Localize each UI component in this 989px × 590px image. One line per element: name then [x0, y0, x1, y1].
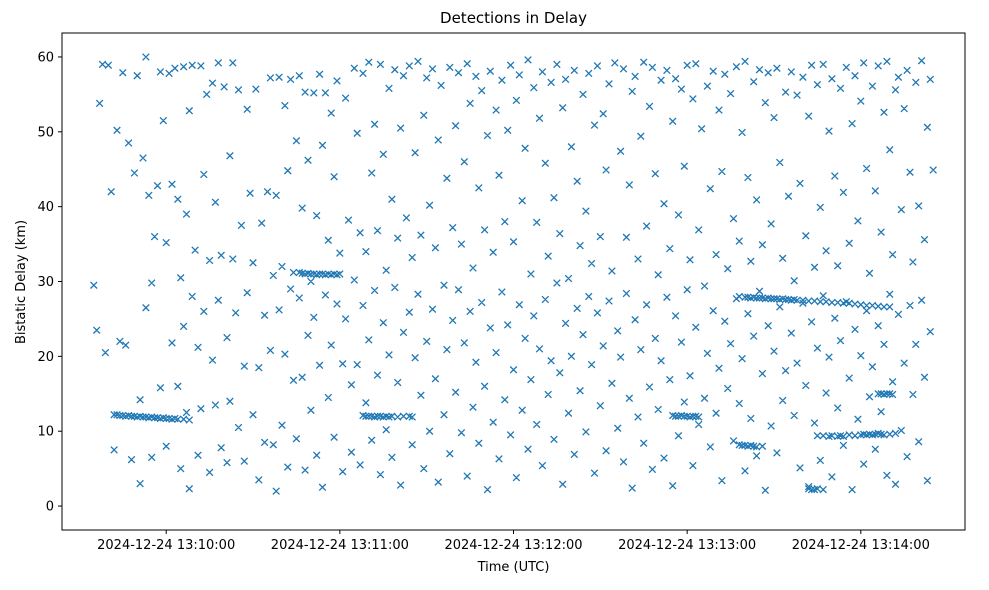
x-tick-label: 2024-12-24 13:12:00 [444, 538, 582, 553]
x-tick-label: 2024-12-24 13:13:00 [618, 538, 756, 553]
chart-title: Detections in Delay [440, 9, 587, 27]
y-tick-label: 20 [37, 350, 54, 365]
x-axis-label: Time (UTC) [477, 560, 550, 575]
x-tick-label: 2024-12-24 13:11:00 [271, 538, 409, 553]
x-tick-label: 2024-12-24 13:14:00 [792, 538, 930, 553]
y-tick-label: 60 [37, 50, 54, 65]
y-tick-label: 30 [37, 275, 54, 290]
x-tick-label: 2024-12-24 13:10:00 [97, 538, 235, 553]
y-tick-label: 40 [37, 200, 54, 215]
y-tick-label: 0 [46, 500, 54, 515]
y-tick-label: 50 [37, 125, 54, 140]
scatter-markers [90, 53, 937, 495]
y-tick-label: 10 [37, 425, 54, 440]
